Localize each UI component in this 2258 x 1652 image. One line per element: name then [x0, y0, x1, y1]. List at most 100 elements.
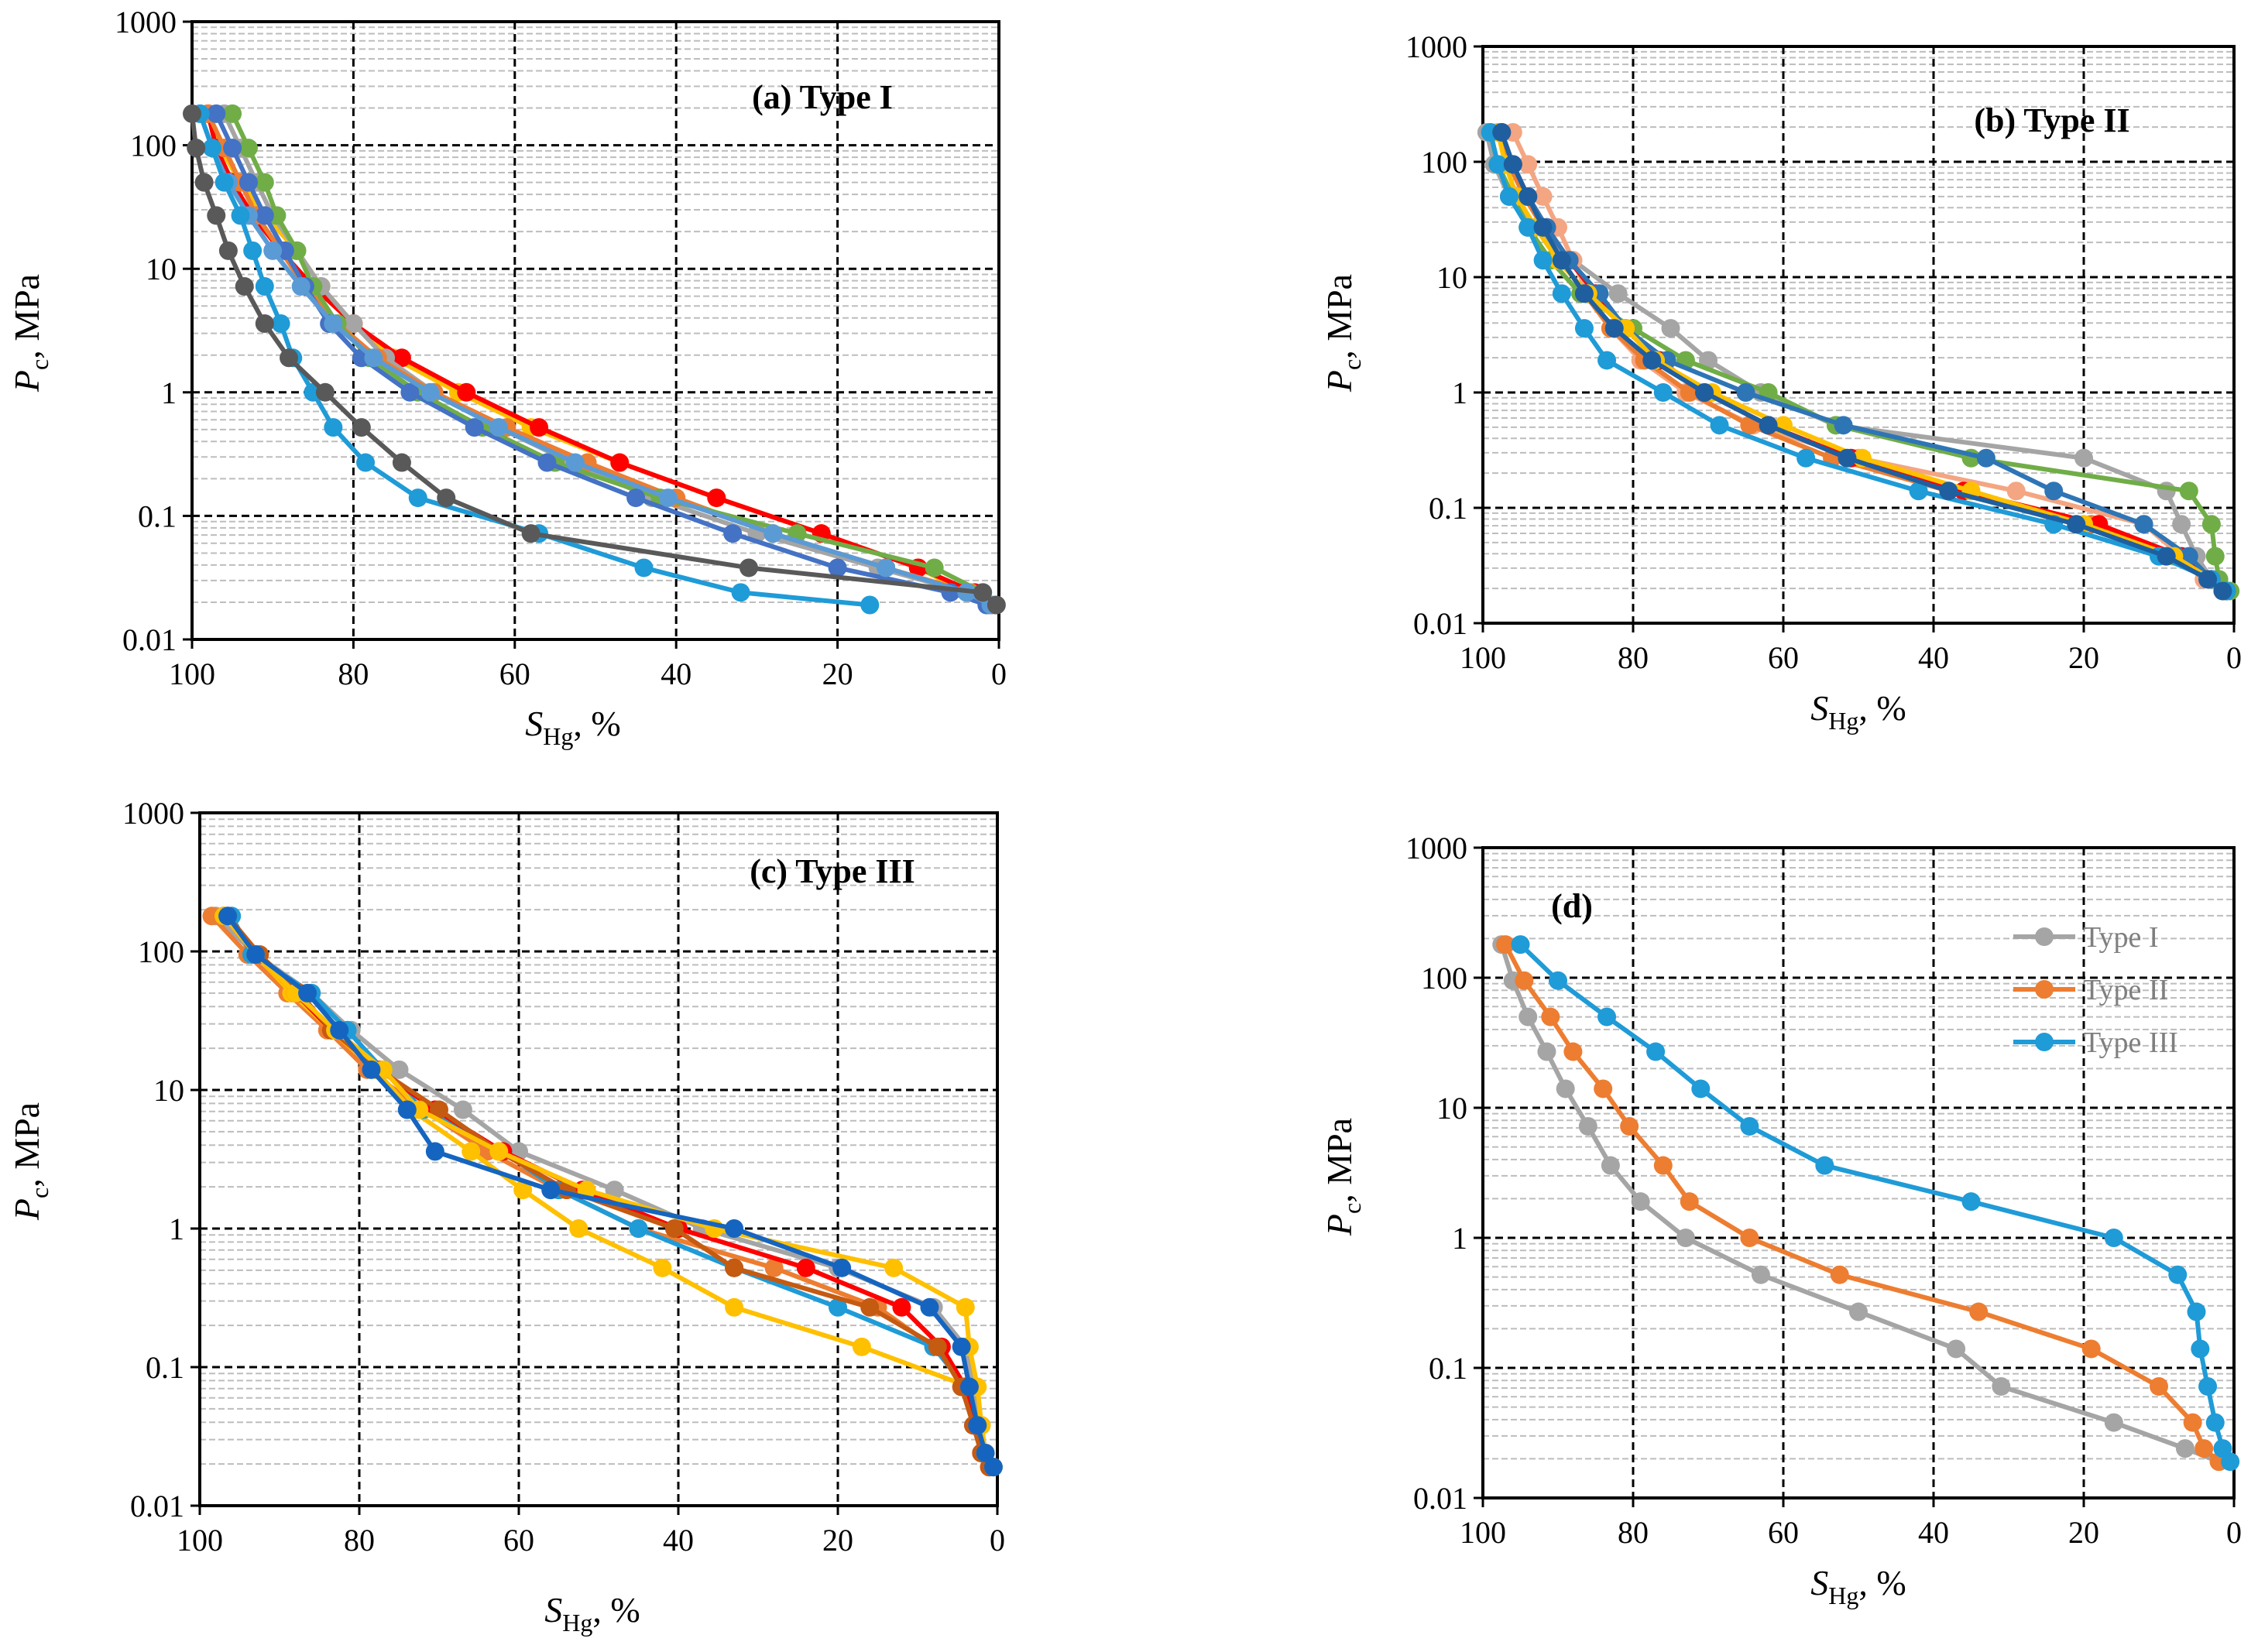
data-point: [465, 418, 484, 437]
series-line: [1484, 132, 2229, 593]
data-point: [223, 139, 242, 158]
y-tick-label: 0.1: [146, 1350, 184, 1385]
data-point: [1939, 482, 1958, 501]
legend-label: Type III: [2083, 1027, 2178, 1059]
y-tick-label: 1000: [122, 796, 184, 831]
x-axis-label-main: S: [1810, 688, 1828, 728]
data-point: [1574, 319, 1594, 338]
data-point: [2044, 482, 2064, 501]
series-line: [210, 914, 992, 1469]
series-line: [197, 112, 992, 608]
data-point: [1594, 1079, 1613, 1098]
data-point: [1578, 1116, 1597, 1136]
data-point: [214, 173, 234, 192]
data-point: [1751, 1265, 1770, 1284]
series-line: [205, 113, 993, 607]
data-point: [2104, 1229, 2123, 1247]
data-point: [664, 1219, 684, 1238]
axis-ticks-d: 0.01 0.1 1 10 100 1000 100 80 60 40 20 0: [1405, 831, 2242, 1550]
y-tick-label: 0.1: [1429, 1351, 1467, 1386]
data-point: [1518, 1007, 1538, 1027]
data-point: [1499, 187, 1518, 206]
data-point: [530, 418, 549, 437]
data-point: [725, 1258, 744, 1277]
y-axis-label-unit: , MPa: [1319, 1118, 1359, 1203]
y-tick-label: 1: [1452, 1221, 1467, 1256]
x-tick-label: 100: [1460, 640, 1506, 675]
data-point: [877, 558, 896, 578]
data-point: [1909, 482, 1928, 501]
data-point: [959, 1377, 979, 1397]
data-point: [860, 595, 880, 615]
x-tick-label: 40: [663, 1523, 694, 1558]
data-point: [1759, 416, 1778, 435]
data-point: [2134, 515, 2153, 534]
data-point: [2187, 1302, 2206, 1321]
data-point: [437, 488, 456, 508]
data-point: [243, 241, 263, 260]
y-axis-label: Pc, MPa: [1319, 1118, 1366, 1236]
data-point: [731, 583, 750, 602]
x-tick-label: 0: [2226, 640, 2242, 675]
data-point: [1740, 1116, 1759, 1136]
data-point: [1496, 935, 1515, 955]
data-point: [1653, 383, 1673, 402]
data-point: [1796, 448, 1816, 468]
data-point: [187, 139, 206, 158]
data-point: [513, 1181, 533, 1200]
data-point: [2179, 482, 2198, 501]
data-point: [1533, 251, 1553, 270]
series-a-3: [214, 104, 997, 615]
y-tick-label: 1000: [1405, 831, 1467, 865]
data-point: [315, 382, 335, 402]
y-axis-label-unit: , MPa: [1319, 274, 1359, 359]
x-tick-label: 20: [822, 1523, 853, 1558]
data-point: [892, 1297, 911, 1317]
y-axis-label: Pc, MPa: [1319, 274, 1366, 392]
y-tick-label: 0.01: [122, 622, 177, 657]
series-b-1: [1477, 122, 2236, 601]
data-point: [489, 1142, 509, 1161]
data-point: [1736, 383, 1755, 402]
data-point: [537, 453, 557, 472]
data-point: [408, 488, 427, 508]
data-point: [973, 583, 993, 602]
y-axis-label-unit: , MPa: [7, 1102, 46, 1188]
data-point: [1518, 187, 1538, 206]
data-point: [235, 276, 254, 296]
x-tick-label: 20: [2068, 1515, 2099, 1550]
axis-ticks-c: 0.01 0.1 1 10 100 1000 100 80 60 40 20 0: [122, 796, 1005, 1558]
data-point: [1661, 319, 1680, 338]
legend-label: Type I: [2083, 921, 2159, 954]
series-line: [221, 112, 988, 608]
data-point: [1574, 284, 1594, 303]
plot-frame-d: [1481, 846, 2236, 1499]
series-line: [1495, 132, 2225, 593]
data-point: [1815, 1156, 1834, 1175]
y-tick-label: 1000: [1405, 29, 1467, 64]
data-point: [1838, 448, 1857, 468]
data-point: [255, 206, 274, 225]
chart-title: (b) Type II: [1974, 101, 2129, 139]
data-point: [324, 418, 343, 437]
series-b-2: [1481, 122, 2240, 601]
plot-frame-b: [1481, 45, 2236, 625]
x-tick-label: 60: [1768, 640, 1799, 675]
y-tick-label: 1000: [115, 5, 177, 39]
data-point: [2183, 1413, 2202, 1432]
data-point: [1676, 1229, 1695, 1247]
data-point: [462, 1142, 481, 1161]
x-tick-label: 40: [1918, 1515, 1949, 1550]
data-point: [829, 1297, 847, 1317]
y-tick-label: 1: [161, 375, 177, 410]
data-point: [1511, 935, 1530, 955]
data-point: [255, 314, 274, 334]
data-point: [1961, 1192, 1981, 1212]
chart-title: (d): [1551, 887, 1593, 925]
data-point: [489, 418, 508, 437]
data-point: [2195, 1439, 2214, 1458]
data-point: [976, 1443, 995, 1462]
data-point: [2168, 1265, 2188, 1284]
data-point: [324, 314, 343, 334]
